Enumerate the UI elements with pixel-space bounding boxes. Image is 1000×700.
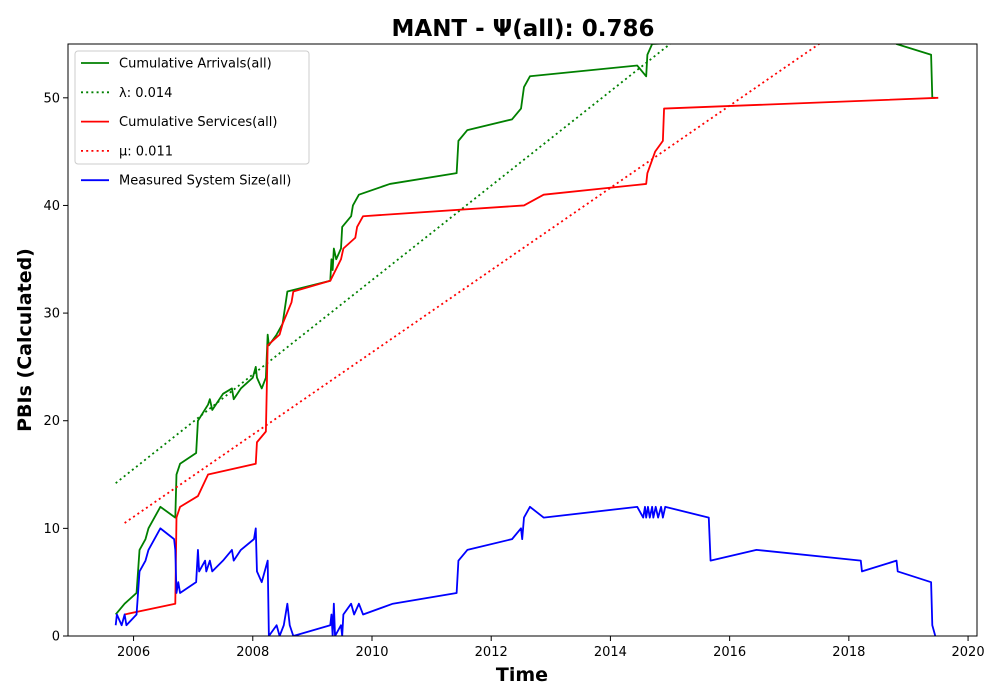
chart-title: MANT - Ψ(all): 0.786 [392,16,655,42]
y-tick-label: 50 [43,91,60,106]
x-tick-label: 2018 [832,645,865,660]
series-line-0 [114,44,936,616]
x-tick-label: 2014 [594,645,627,660]
legend-entry-0: Cumulative Arrivals(all) [119,57,272,72]
plot-frame [67,43,978,637]
legend-box [74,50,310,165]
legend: Cumulative Arrivals(all) λ: 0.014 Cumulati… [74,50,310,189]
x-tick-label: 2020 [952,645,985,660]
legend-entry-1: λ: 0.014 [119,86,172,101]
y-tick-label: 10 [43,522,60,537]
legend-entry-4: Measured System Size(all) [119,174,291,189]
x-tick-label: 2006 [117,645,150,660]
x-tick-label: 2010 [355,645,388,660]
x-tick-label: 2008 [236,645,269,660]
series-line-4 [114,505,937,636]
legend-entry-3: μ: 0.011 [119,144,173,159]
series-line-1 [115,44,672,484]
x-axis-label: Time [496,664,548,686]
y-tick-label: 40 [43,199,60,214]
series-line-2 [124,96,939,616]
y-tick-label: 0 [52,630,60,645]
legend-entry-2: Cumulative Services(all) [119,115,277,130]
x-tick-label: 2012 [475,645,508,660]
series-layer [114,44,939,636]
y-tick-label: 20 [43,414,60,429]
series-line-3 [124,44,821,524]
y-axis: 0 10 20 30 40 50 [43,91,68,645]
y-tick-label: 30 [43,307,60,322]
y-axis-label: PBIs (Calculated) [14,248,36,432]
x-tick-label: 2016 [713,645,746,660]
x-axis: 2006 2008 2010 2012 2014 2016 2018 2020 [117,636,985,660]
